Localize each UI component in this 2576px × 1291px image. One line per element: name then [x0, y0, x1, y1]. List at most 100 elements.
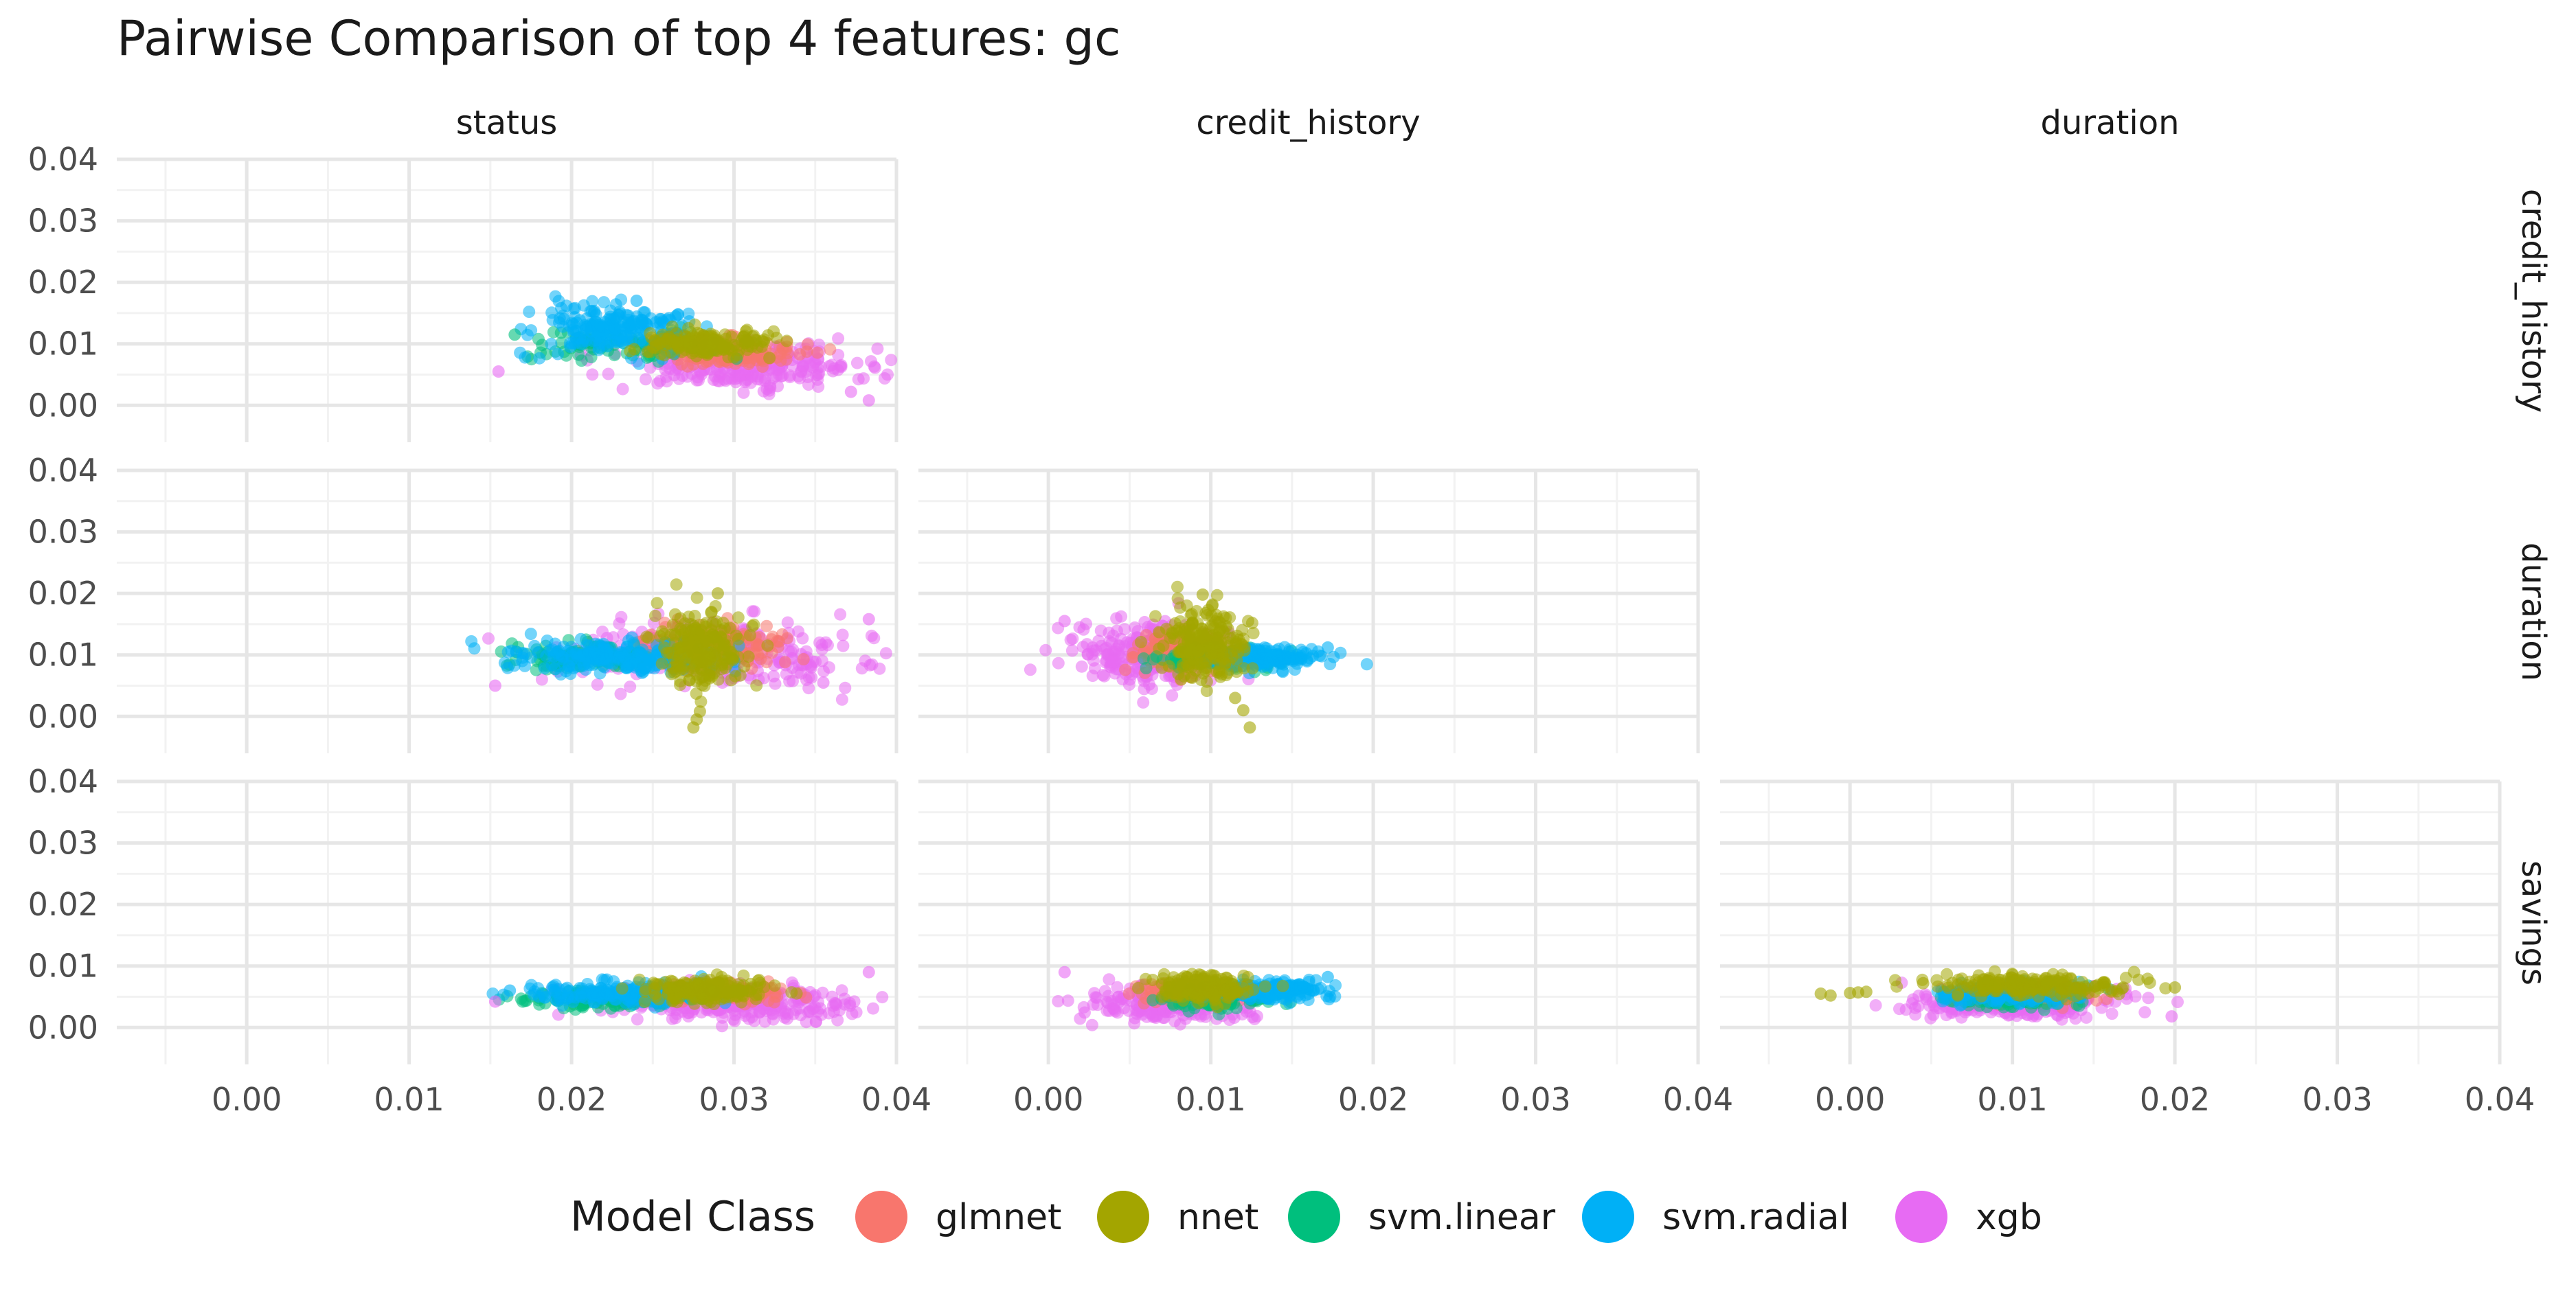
point-xgb [613, 617, 625, 630]
point-xgb [822, 639, 834, 651]
point-svm.radial [563, 660, 575, 672]
point-nnet [666, 321, 679, 333]
point-xgb [863, 394, 875, 407]
point-nnet [1153, 643, 1165, 655]
point-nnet [1190, 605, 1203, 617]
point-nnet [1132, 982, 1144, 994]
point-svm.radial [595, 982, 607, 994]
point-svm.radial [1324, 991, 1336, 1003]
point-svm.radial [572, 325, 584, 338]
point-xgb [716, 1020, 728, 1032]
point-xgb [1076, 661, 1088, 673]
point-nnet [712, 587, 724, 599]
point-xgb [1166, 689, 1178, 702]
point-xgb [806, 361, 819, 374]
point-xgb [1066, 645, 1078, 657]
point-xgb [769, 678, 782, 690]
point-svm.linear [508, 328, 521, 341]
point-svm.radial [586, 305, 598, 317]
point-xgb [812, 380, 824, 393]
point-nnet [1246, 617, 1258, 629]
point-nnet [1206, 610, 1218, 622]
point-nnet [1220, 972, 1232, 984]
point-xgb [837, 629, 849, 641]
point-svm.radial [1295, 643, 1307, 656]
point-nnet [1160, 985, 1173, 997]
point-nnet [1155, 662, 1168, 674]
point-svm.radial [549, 638, 561, 650]
point-nnet [674, 623, 686, 635]
point-xgb [823, 661, 835, 674]
point-nnet [681, 335, 694, 347]
point-xgb [1118, 623, 1131, 635]
point-glmnet [802, 338, 814, 350]
point-nnet [719, 652, 732, 664]
point-nnet [1219, 658, 1231, 670]
point-xgb [2142, 992, 2154, 1004]
point-xgb [823, 360, 835, 372]
point-nnet [1237, 704, 1250, 716]
point-xgb [1101, 648, 1114, 661]
point-nnet [670, 578, 683, 591]
point-xgb [1080, 618, 1092, 630]
point-nnet [696, 678, 708, 691]
point-xgb [832, 332, 844, 345]
point-nnet [1223, 992, 1235, 1004]
point-nnet [1243, 721, 1256, 733]
point-glmnet [798, 653, 810, 665]
point-xgb [482, 632, 495, 645]
point-svm.radial [1283, 652, 1295, 664]
point-xgb [1174, 1018, 1186, 1031]
point-xgb [863, 966, 875, 979]
point-svm.radial [516, 655, 528, 667]
point-xgb [1066, 632, 1078, 645]
point-xgb [1919, 988, 1932, 1001]
point-xgb [869, 362, 881, 374]
point-xgb [851, 357, 863, 369]
point-xgb [1870, 999, 1882, 1012]
point-svm.radial [569, 302, 581, 315]
point-svm.radial [552, 348, 564, 361]
point-glmnet [1119, 664, 1131, 676]
point-svm.radial [598, 641, 611, 653]
point-xgb [1131, 1007, 1143, 1020]
point-svm.radial [504, 985, 516, 997]
point-nnet [1241, 985, 1254, 998]
point-svm.radial [1361, 658, 1373, 670]
point-nnet [1211, 589, 1223, 602]
point-nnet [746, 620, 758, 632]
point-xgb [803, 671, 815, 683]
point-xgb [879, 372, 891, 385]
point-xgb [876, 991, 888, 1003]
point-xgb [692, 371, 704, 383]
point-svm.radial [643, 654, 655, 666]
point-xgb [617, 383, 629, 396]
point-xgb [839, 682, 851, 694]
point-svm.radial [552, 295, 565, 307]
point-nnet [686, 664, 699, 676]
point-nnet [1238, 970, 1250, 982]
point-nnet [1186, 672, 1198, 684]
point-nnet [689, 319, 701, 331]
point-svm.radial [605, 313, 617, 325]
point-xgb [780, 668, 793, 681]
point-nnet [750, 679, 762, 692]
point-xgb [489, 680, 501, 692]
point-xgb [1109, 1003, 1121, 1016]
point-xgb [489, 996, 501, 1008]
point-xgb [859, 654, 872, 667]
point-nnet [721, 987, 734, 999]
point-xgb [1088, 987, 1100, 999]
point-svm.radial [533, 352, 545, 365]
point-nnet [662, 988, 674, 1001]
point-svm.radial [590, 330, 602, 343]
point-nnet [732, 633, 745, 646]
point-xgb [752, 373, 764, 385]
point-nnet [633, 974, 646, 986]
point-glmnet [751, 354, 763, 367]
point-xgb [493, 365, 505, 378]
point-xgb [796, 632, 809, 645]
point-xgb [844, 997, 856, 1009]
point-nnet [710, 615, 723, 628]
